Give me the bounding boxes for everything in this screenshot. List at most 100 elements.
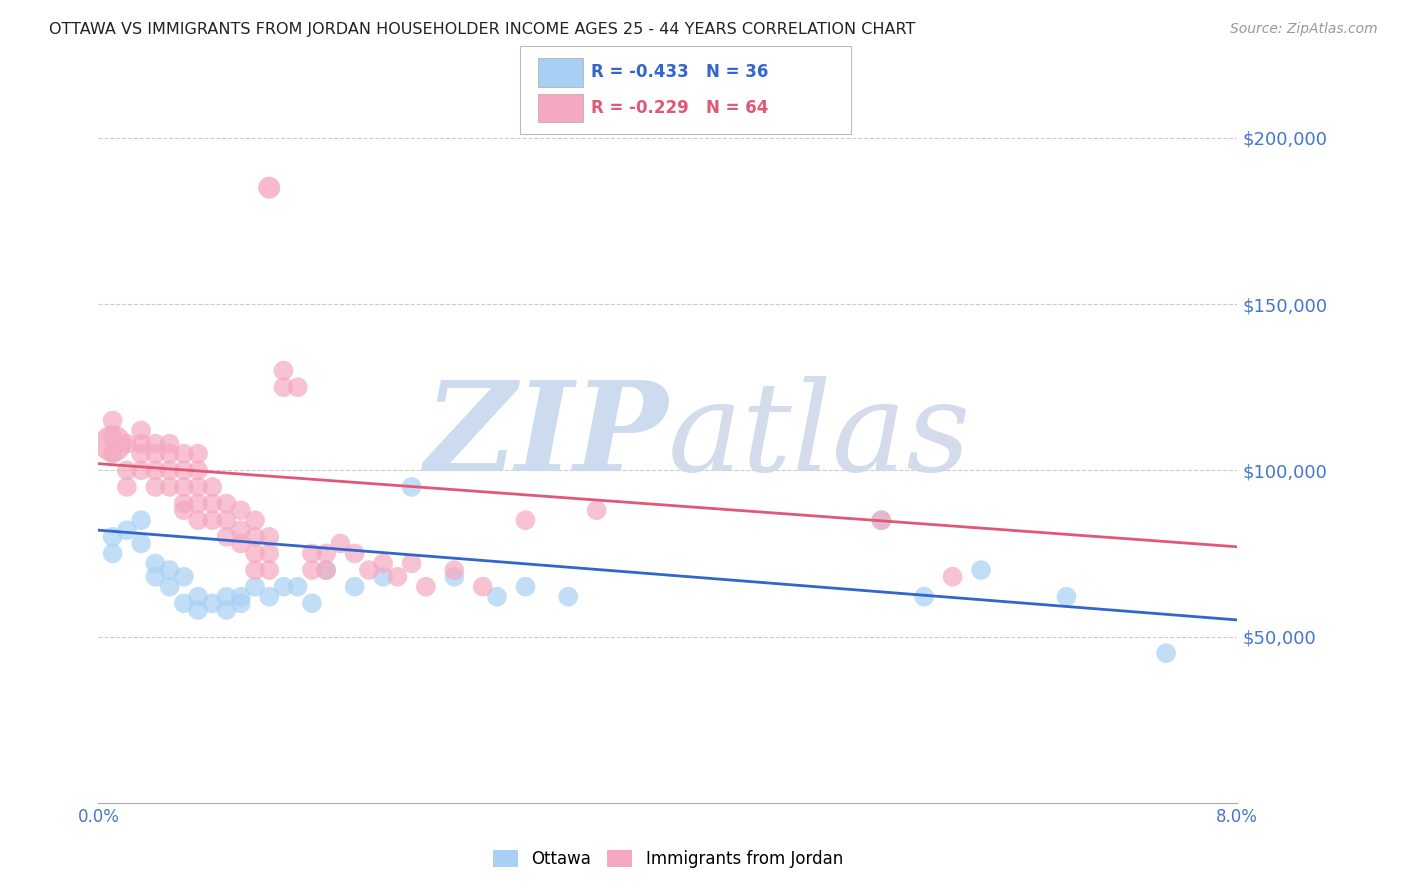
Point [486, 590, 509, 604]
Point [101, 413, 124, 427]
Text: Source: ZipAtlas.com: Source: ZipAtlas.com [1230, 22, 1378, 37]
Point [301, 596, 323, 610]
Point [912, 590, 935, 604]
Point [159, 447, 181, 461]
Point [942, 570, 965, 584]
Point [159, 480, 181, 494]
Point [357, 563, 380, 577]
Point [129, 463, 152, 477]
Point [101, 447, 124, 461]
Point [173, 596, 195, 610]
Point [301, 563, 323, 577]
Point [201, 513, 224, 527]
Point [173, 480, 195, 494]
Point [101, 430, 124, 444]
Point [287, 380, 309, 394]
Point [585, 503, 607, 517]
Point [329, 536, 352, 550]
Point [870, 513, 893, 527]
Point [259, 180, 281, 194]
Point [173, 447, 195, 461]
Text: ZIP: ZIP [425, 376, 668, 498]
Point [173, 503, 195, 517]
Point [273, 363, 295, 377]
Point [471, 580, 494, 594]
Point [115, 436, 138, 450]
Point [215, 603, 238, 617]
Point [371, 557, 394, 571]
Point [243, 563, 266, 577]
Point [173, 463, 195, 477]
Point [243, 580, 266, 594]
Point [229, 536, 252, 550]
Point [187, 513, 209, 527]
Point [187, 463, 209, 477]
Point [371, 570, 394, 584]
Point [145, 436, 167, 450]
Point [201, 480, 224, 494]
Point [129, 424, 152, 438]
Point [187, 590, 209, 604]
Point [129, 436, 152, 450]
Point [201, 596, 224, 610]
Point [159, 563, 181, 577]
Legend: Ottawa, Immigrants from Jordan: Ottawa, Immigrants from Jordan [486, 844, 849, 875]
Point [187, 497, 209, 511]
Point [343, 580, 366, 594]
Point [145, 447, 167, 461]
Point [229, 596, 252, 610]
Point [415, 580, 437, 594]
Point [259, 546, 281, 560]
Point [159, 580, 181, 594]
Point [259, 563, 281, 577]
Point [115, 463, 138, 477]
Point [229, 503, 252, 517]
Text: R = -0.229   N = 64: R = -0.229 N = 64 [591, 99, 768, 117]
Point [159, 463, 181, 477]
Point [1154, 646, 1177, 660]
Point [215, 513, 238, 527]
Point [273, 580, 295, 594]
Point [145, 570, 167, 584]
Point [870, 513, 893, 527]
Point [229, 523, 252, 537]
Point [243, 513, 266, 527]
Point [173, 570, 195, 584]
Point [129, 447, 152, 461]
Point [443, 570, 465, 584]
Point [443, 563, 465, 577]
Point [315, 563, 337, 577]
Point [145, 463, 167, 477]
Point [101, 530, 124, 544]
Point [243, 530, 266, 544]
Point [145, 557, 167, 571]
Point [401, 557, 423, 571]
Point [229, 590, 252, 604]
Point [315, 563, 337, 577]
Text: OTTAWA VS IMMIGRANTS FROM JORDAN HOUSEHOLDER INCOME AGES 25 - 44 YEARS CORRELATI: OTTAWA VS IMMIGRANTS FROM JORDAN HOUSEHO… [49, 22, 915, 37]
Point [129, 513, 152, 527]
Point [101, 546, 124, 560]
Point [187, 603, 209, 617]
Text: R = -0.433   N = 36: R = -0.433 N = 36 [591, 63, 768, 81]
Point [215, 590, 238, 604]
Point [187, 480, 209, 494]
Point [343, 546, 366, 560]
Point [401, 480, 423, 494]
Point [315, 546, 337, 560]
Point [129, 536, 152, 550]
Point [387, 570, 409, 584]
Point [145, 480, 167, 494]
Point [301, 546, 323, 560]
Point [515, 580, 537, 594]
Point [273, 380, 295, 394]
Text: atlas: atlas [668, 376, 972, 498]
Point [159, 436, 181, 450]
Point [173, 497, 195, 511]
Point [287, 580, 309, 594]
Point [101, 436, 124, 450]
Point [215, 530, 238, 544]
Point [115, 480, 138, 494]
Point [1056, 590, 1078, 604]
Point [557, 590, 579, 604]
